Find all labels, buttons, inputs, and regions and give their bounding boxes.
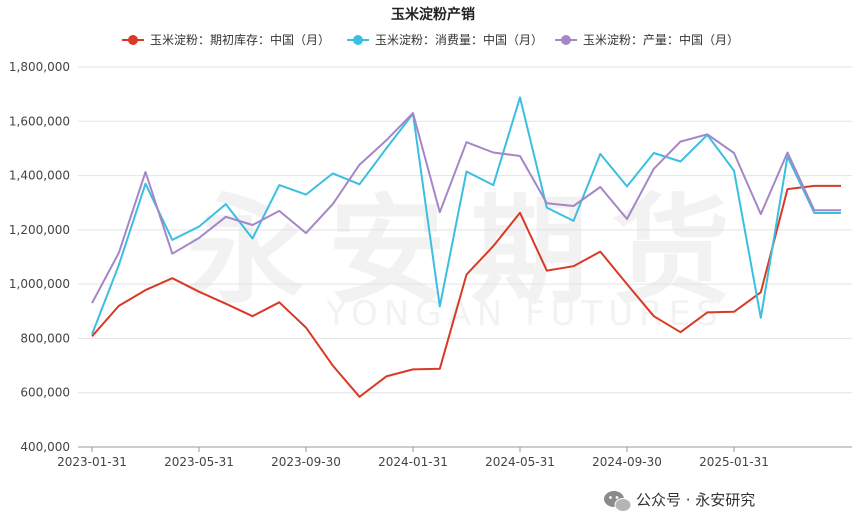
y-tick-label: 1,800,000: [9, 60, 70, 74]
x-tick-label: 2024-09-30: [592, 455, 662, 469]
legend-label: 玉米淀粉：期初库存：中国（月）: [150, 32, 330, 47]
x-tick-label: 2023-09-30: [271, 455, 341, 469]
y-tick-label: 1,200,000: [9, 223, 70, 237]
x-tick-label: 2024-05-31: [485, 455, 555, 469]
series-line-2: [91, 112, 841, 304]
legend-marker: [353, 35, 363, 45]
wechat-icon: [604, 491, 632, 512]
y-tick-label: 1,400,000: [9, 169, 70, 183]
x-tick-label: 2024-01-31: [378, 455, 448, 469]
series-line-0: [91, 184, 841, 398]
legend-item-0[interactable]: 玉米淀粉：期初库存：中国（月）: [122, 32, 330, 47]
series-lines: [91, 96, 841, 398]
x-axis: 2023-01-31 2023-05-31 2023-09-30 2024-01-31…: [57, 447, 769, 469]
footer: 公众号 · 永安研究: [604, 491, 755, 512]
chart-title: 玉米淀粉产销: [391, 6, 475, 23]
legend-marker: [128, 35, 138, 45]
y-tick-label: 400,000: [20, 440, 70, 454]
y-tick-label: 1,600,000: [9, 114, 70, 128]
y-tick-label: 600,000: [20, 386, 70, 400]
y-tick-label: 1,000,000: [9, 277, 70, 291]
x-tick-label: 2023-05-31: [164, 455, 234, 469]
legend-label: 玉米淀粉：消费量：中国（月）: [375, 32, 543, 47]
legend-item-1[interactable]: 玉米淀粉：消费量：中国（月）: [347, 32, 543, 47]
legend-label: 玉米淀粉：产量：中国（月）: [583, 32, 739, 47]
watermark-sub: YONGAN FUTURES: [325, 294, 724, 334]
legend-item-2[interactable]: 玉米淀粉：产量：中国（月）: [555, 32, 739, 47]
series-line-1: [91, 96, 841, 335]
legend[interactable]: 玉米淀粉：期初库存：中国（月） 玉米淀粉：消费量：中国（月） 玉米淀粉：产量：中国（…: [122, 32, 739, 47]
footer-text: 公众号 · 永安研究: [636, 491, 755, 509]
y-axis: 400,000 600,000 800,000 1,000,000 1,200,000 1…: [9, 60, 70, 454]
x-tick-label: 2025-01-31: [699, 455, 769, 469]
grid-lines: [78, 66, 852, 448]
x-tick-label: 2023-01-31: [57, 455, 127, 469]
y-tick-label: 800,000: [20, 331, 70, 345]
legend-marker: [561, 35, 571, 45]
watermark: 永安期货 YONGAN FUTURES: [186, 182, 754, 334]
watermark-main: 永安期货: [186, 182, 754, 320]
